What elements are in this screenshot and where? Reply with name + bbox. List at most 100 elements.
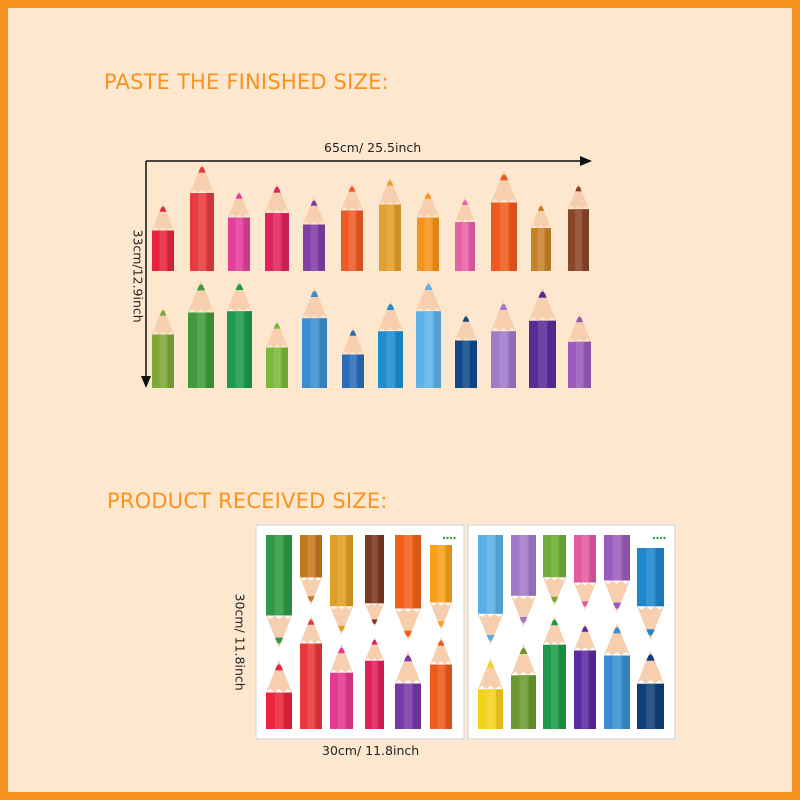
received-pencil-left-bottom [300, 616, 322, 729]
received-pencil-left-top [300, 535, 322, 605]
pencil-tip [537, 206, 545, 211]
received-pencil-left-top [266, 535, 292, 648]
finished-pencil-bottom [152, 307, 174, 388]
pencil-wood [604, 623, 630, 656]
pencil-tip [235, 193, 243, 199]
received-width-label: 30cm/ 11.8inch [322, 743, 420, 758]
pencil-wood [266, 660, 292, 693]
sheet-logo-dot [652, 536, 656, 540]
finished-size-heading: PASTE THE FINISHED SIZE: [104, 70, 389, 94]
received-pencil-left-top [330, 535, 353, 635]
finished-pencil-bottom [266, 320, 288, 388]
pencil-tip [500, 174, 508, 181]
pencil-wood [529, 287, 556, 321]
finished-pencil-bottom [455, 313, 477, 388]
pencil-wood [190, 163, 214, 193]
pencil-wood [430, 602, 452, 630]
pencil-wood [395, 651, 421, 684]
pencil-tip [307, 596, 315, 602]
pencil-tip [519, 617, 528, 623]
pencil-tip [307, 619, 315, 625]
pencil-wood [152, 307, 174, 335]
pencil-tip [486, 662, 495, 668]
pencil-wood [378, 300, 403, 332]
received-pencil-left-bottom [430, 637, 452, 729]
received-pencil-left-bottom [266, 660, 292, 729]
pencil-wood [330, 606, 353, 635]
pencil-wood [416, 280, 441, 312]
pencil-wood [395, 608, 421, 641]
finished-pencil-bottom [302, 287, 327, 388]
pencil-wood [478, 658, 503, 690]
finished-pencil-top [341, 183, 363, 271]
received-pencil-right-bottom [604, 623, 630, 729]
pencil-wood [511, 644, 536, 676]
pencil-tip [576, 316, 583, 323]
pencil-wood [300, 577, 322, 605]
pencil-tip [197, 284, 205, 291]
received-pencil-right-top [637, 548, 664, 640]
pencil-wood [604, 580, 630, 613]
pencil-wood [574, 582, 596, 610]
finished-pencil-bottom [378, 300, 403, 388]
received-pencil-left-top [365, 535, 384, 627]
pencil-tip [404, 655, 412, 662]
finished-pencil-top [417, 190, 439, 271]
finished-pencil-bottom [529, 287, 556, 388]
pencil-tip [437, 621, 445, 627]
pencil-wood [543, 616, 566, 645]
received-pencil-left-bottom [330, 644, 353, 729]
pencil-wood [379, 177, 401, 205]
pencil-tip [404, 630, 412, 637]
pencil-wood [303, 197, 325, 225]
pencil-wood [330, 644, 353, 673]
received-pencil-left-bottom [365, 637, 384, 729]
pencil-tip [613, 602, 621, 609]
sheet-logo-dot [656, 536, 659, 540]
finished-pencil-top [531, 203, 551, 271]
received-pencil-right-top [604, 535, 630, 613]
pencil-wood [637, 606, 664, 640]
pencil-tip [538, 291, 547, 298]
pencil-tip [386, 180, 394, 186]
received-pencil-right-bottom [543, 616, 566, 729]
finished-pencil-top [265, 183, 289, 271]
pencil-wood [531, 203, 551, 228]
pencil-wood [342, 327, 364, 355]
sheet-logo-dot [449, 536, 453, 540]
pencil-tip [275, 664, 283, 671]
pencil-tip [461, 200, 469, 205]
received-pencil-right-top [543, 535, 566, 606]
finished-pencil-bottom [568, 313, 591, 388]
pencil-tip [275, 637, 283, 644]
sheet-logo-dot [659, 536, 663, 540]
received-pencil-left-bottom [395, 651, 421, 729]
pencil-wood [188, 280, 214, 313]
pencil-tip [486, 635, 495, 641]
pencil-wood [302, 287, 327, 319]
sheet-logo-dot [663, 536, 666, 540]
pencil-tip [310, 291, 319, 297]
pencil-wood [228, 190, 250, 218]
pencil-wood [265, 183, 289, 213]
pencil-wood [568, 313, 591, 342]
pencil-tip [551, 596, 558, 603]
pencil-tip [159, 310, 167, 316]
received-pencil-left-top [430, 545, 452, 630]
received-pencil-right-bottom [637, 650, 664, 729]
pencil-tip [646, 654, 655, 661]
pencil-tip [198, 166, 206, 173]
pencil-wood [637, 650, 664, 684]
pencil-tip [646, 629, 655, 636]
height-arrowhead [141, 376, 151, 388]
received-pencil-right-bottom [574, 623, 596, 729]
pencil-tip [437, 640, 445, 646]
pencil-wood [365, 603, 384, 627]
pencil-wood [455, 197, 475, 222]
pencil-tip [462, 316, 470, 322]
pencil-wood [574, 623, 596, 651]
finished-pencil-bottom [342, 327, 364, 388]
pencil-tip [371, 639, 378, 645]
finished-pencil-top [455, 197, 475, 271]
pencil-tip [348, 186, 356, 192]
